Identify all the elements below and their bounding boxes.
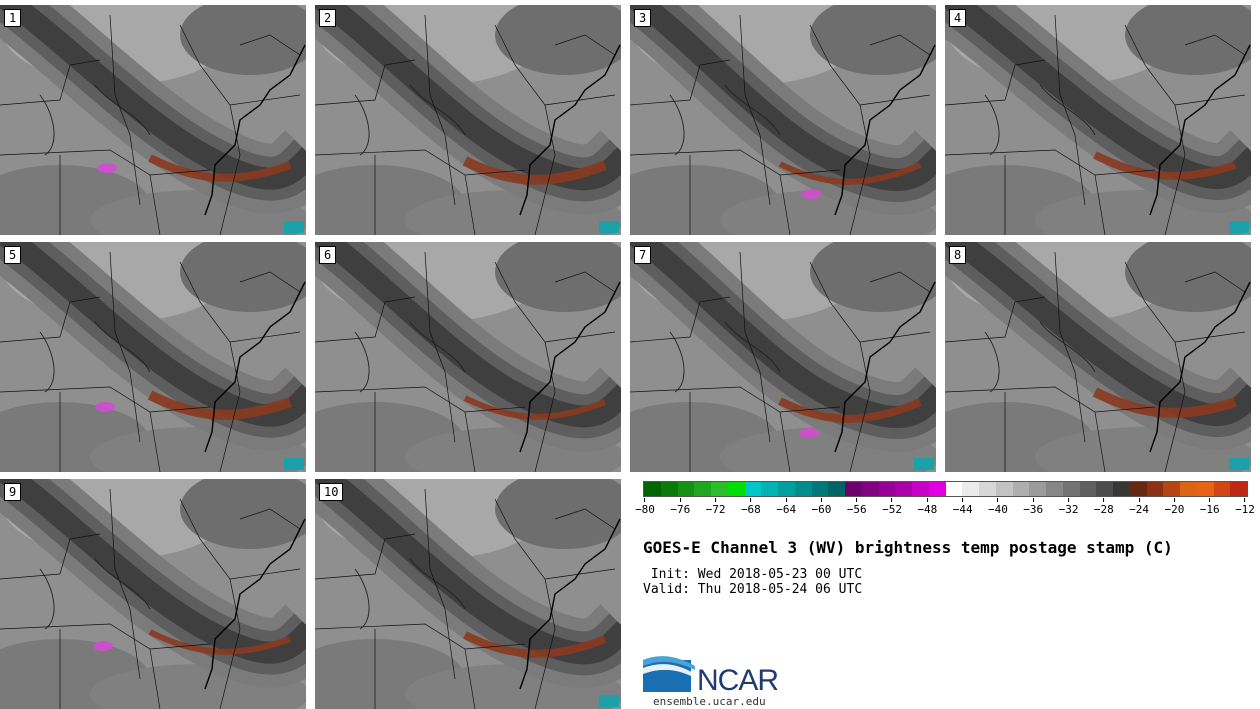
colorbar-swatch (845, 482, 862, 496)
map-panel: 5 (0, 242, 306, 472)
colorbar-swatch (644, 482, 661, 496)
panel-number: 2 (319, 9, 337, 27)
colorbar-tick-label: −44 (953, 498, 973, 516)
colorbar-tick-label: −76 (670, 498, 690, 516)
water-vapor-map (315, 5, 621, 235)
colorbar-swatch (928, 482, 946, 496)
water-vapor-map (0, 5, 306, 235)
colorbar-tick-label: −60 (812, 498, 832, 516)
colorbar-swatch (878, 482, 896, 496)
colorbar-swatch (1113, 482, 1130, 496)
colorbar-swatch (727, 482, 745, 496)
colorbar-tick-label: −24 (1129, 498, 1149, 516)
colorbar-swatch (1096, 482, 1113, 496)
colorbar-swatch (828, 482, 845, 496)
panel-number: 7 (634, 246, 652, 264)
colorbar-swatch (1230, 482, 1247, 496)
panel-number: 8 (949, 246, 967, 264)
colorbar-swatch (694, 482, 711, 496)
colorbar-tick-label: −68 (741, 498, 761, 516)
water-vapor-map (945, 5, 1251, 235)
panel-number: 1 (4, 9, 22, 27)
colorbar (643, 481, 1248, 497)
water-vapor-map (315, 479, 621, 709)
map-panel: 10 (315, 479, 621, 709)
water-vapor-map (630, 5, 936, 235)
colorbar-swatch (979, 482, 996, 496)
map-panel: 7 (630, 242, 936, 472)
colorbar-swatch (794, 482, 812, 496)
colorbar-swatch (962, 482, 979, 496)
water-vapor-map (945, 242, 1251, 472)
map-panel: 1 (0, 5, 306, 235)
map-panel: 9 (0, 479, 306, 709)
panel-number: 5 (4, 246, 22, 264)
map-panel: 4 (945, 5, 1251, 235)
colorbar-tick-label: −16 (1200, 498, 1220, 516)
colorbar-swatch (744, 482, 762, 496)
colorbar-swatch (761, 482, 778, 496)
colorbar-tick-label: −72 (706, 498, 726, 516)
colorbar-tick-label: −64 (776, 498, 796, 516)
map-panel: 3 (630, 5, 936, 235)
panel-number: 4 (949, 9, 967, 27)
water-vapor-map (0, 479, 306, 709)
logo-url: ensemble.ucar.edu (653, 695, 766, 708)
colorbar-swatch (895, 482, 912, 496)
water-vapor-map (315, 242, 621, 472)
valid-time: Valid: Thu 2018-05-24 06 UTC (643, 582, 863, 597)
colorbar-tick-label: −56 (847, 498, 867, 516)
colorbar-ticks: −80 −76 −72 −68 −64 −60 −56 −52 −48 −44 −40 −36 −32−… (635, 498, 1255, 518)
map-panel: 2 (315, 5, 621, 235)
water-vapor-map (630, 242, 936, 472)
colorbar-swatch (912, 482, 929, 496)
colorbar-swatch (811, 482, 829, 496)
colorbar-tick-label: −20 (1164, 498, 1184, 516)
colorbar-swatch (1146, 482, 1164, 496)
ncar-logo-icon (643, 656, 695, 692)
colorbar-swatch (778, 482, 795, 496)
colorbar-swatch (1180, 482, 1197, 496)
colorbar-tick-label: −80 (635, 498, 655, 516)
colorbar-swatch (1012, 482, 1030, 496)
colorbar-tick-label: −28 (1094, 498, 1114, 516)
colorbar-tick-label: −40 (988, 498, 1008, 516)
time-info: Init: Wed 2018-05-23 00 UTC Valid: Thu 2… (643, 567, 862, 597)
colorbar-swatch (1196, 482, 1214, 496)
colorbar-swatch (1079, 482, 1097, 496)
colorbar-tick-label: −48 (917, 498, 937, 516)
colorbar-swatch (995, 482, 1013, 496)
map-panel: 6 (315, 242, 621, 472)
panel-number: 3 (634, 9, 652, 27)
panel-number: 9 (4, 483, 22, 501)
init-time: Init: Wed 2018-05-23 00 UTC (643, 567, 863, 582)
colorbar-swatch (1129, 482, 1147, 496)
colorbar-tick-label: −12 (1235, 498, 1255, 516)
figure-title: GOES-E Channel 3 (WV) brightness temp po… (643, 538, 1173, 557)
colorbar-swatch (1163, 482, 1180, 496)
colorbar-swatch (1062, 482, 1080, 496)
colorbar-swatch (677, 482, 695, 496)
colorbar-tick-label: −36 (1023, 498, 1043, 516)
colorbar-swatch (1213, 482, 1231, 496)
panel-number: 6 (319, 246, 337, 264)
colorbar-swatch (861, 482, 879, 496)
colorbar-swatch (711, 482, 728, 496)
colorbar-swatch (1029, 482, 1046, 496)
logo-wordmark: NCAR (697, 664, 779, 697)
colorbar-swatch (945, 482, 963, 496)
map-panel: 8 (945, 242, 1251, 472)
water-vapor-map (0, 242, 306, 472)
colorbar-swatch (1046, 482, 1063, 496)
colorbar-tick-label: −52 (882, 498, 902, 516)
colorbar-swatch (660, 482, 678, 496)
panel-number: 10 (319, 483, 344, 501)
colorbar-tick-label: −32 (1059, 498, 1079, 516)
